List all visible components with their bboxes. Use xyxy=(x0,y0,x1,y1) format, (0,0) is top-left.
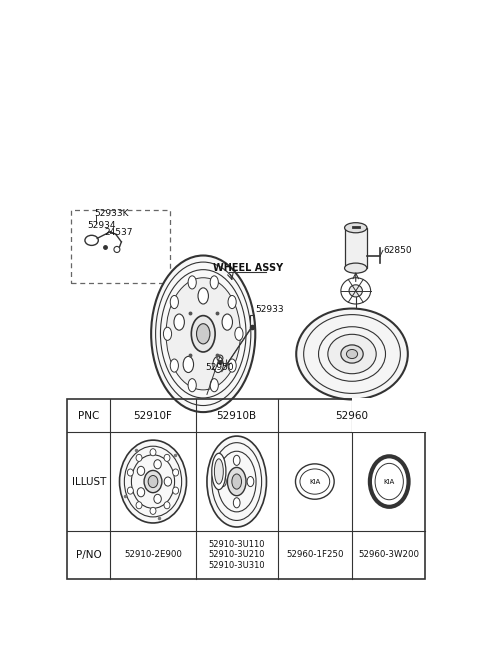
Ellipse shape xyxy=(210,276,218,289)
Ellipse shape xyxy=(154,460,161,469)
Text: 52934: 52934 xyxy=(87,220,115,230)
Text: KIA: KIA xyxy=(309,479,321,485)
Ellipse shape xyxy=(136,502,142,509)
Ellipse shape xyxy=(127,487,133,494)
Ellipse shape xyxy=(120,440,186,523)
Ellipse shape xyxy=(154,495,161,503)
Ellipse shape xyxy=(328,335,376,374)
Text: 52933K: 52933K xyxy=(95,209,129,218)
Ellipse shape xyxy=(188,276,196,289)
Ellipse shape xyxy=(144,470,162,493)
Ellipse shape xyxy=(137,487,144,497)
Ellipse shape xyxy=(166,277,240,390)
Ellipse shape xyxy=(341,345,363,363)
Bar xyxy=(345,228,367,268)
Text: KIA: KIA xyxy=(384,479,395,485)
Ellipse shape xyxy=(150,449,156,456)
Ellipse shape xyxy=(192,316,215,352)
Ellipse shape xyxy=(173,469,179,476)
Ellipse shape xyxy=(247,476,254,487)
Ellipse shape xyxy=(164,477,172,486)
Text: 52910-2E900: 52910-2E900 xyxy=(124,550,182,560)
Ellipse shape xyxy=(174,314,184,330)
Ellipse shape xyxy=(137,466,144,476)
Ellipse shape xyxy=(210,379,218,392)
Ellipse shape xyxy=(233,455,240,465)
Text: ILLUST: ILLUST xyxy=(72,476,106,487)
Ellipse shape xyxy=(183,356,193,373)
Text: 62850: 62850 xyxy=(384,246,412,255)
Ellipse shape xyxy=(228,295,236,308)
Ellipse shape xyxy=(235,327,243,340)
Ellipse shape xyxy=(148,476,158,487)
Text: P/NO: P/NO xyxy=(76,550,102,560)
Text: 52960-3W200: 52960-3W200 xyxy=(359,550,420,560)
Ellipse shape xyxy=(170,295,179,308)
Ellipse shape xyxy=(136,455,142,461)
Text: PNC: PNC xyxy=(78,411,99,421)
Text: 52960: 52960 xyxy=(336,411,369,421)
Text: 24537: 24537 xyxy=(104,228,132,237)
Ellipse shape xyxy=(228,359,236,372)
Ellipse shape xyxy=(212,453,226,489)
Ellipse shape xyxy=(188,379,196,392)
Ellipse shape xyxy=(163,327,172,340)
Ellipse shape xyxy=(151,256,255,412)
Text: 52950: 52950 xyxy=(205,363,234,372)
Ellipse shape xyxy=(213,356,223,373)
Text: 52960-1F250: 52960-1F250 xyxy=(286,550,344,560)
Ellipse shape xyxy=(164,455,170,461)
Ellipse shape xyxy=(228,468,246,496)
Ellipse shape xyxy=(345,263,367,273)
Ellipse shape xyxy=(296,308,408,400)
Text: 52910B: 52910B xyxy=(216,411,257,421)
Ellipse shape xyxy=(207,436,266,527)
Bar xyxy=(250,315,254,326)
Ellipse shape xyxy=(198,288,208,304)
Ellipse shape xyxy=(349,285,362,297)
Text: WHEEL ASSY: WHEEL ASSY xyxy=(213,263,283,273)
Ellipse shape xyxy=(347,350,358,359)
Ellipse shape xyxy=(219,476,226,487)
Ellipse shape xyxy=(232,474,241,489)
Bar xyxy=(71,210,170,283)
Text: 52910-3U110
52910-3U210
52910-3U310: 52910-3U110 52910-3U210 52910-3U310 xyxy=(208,540,265,569)
Ellipse shape xyxy=(222,314,232,330)
Bar xyxy=(67,400,424,579)
Ellipse shape xyxy=(127,469,133,476)
Ellipse shape xyxy=(345,222,367,233)
Ellipse shape xyxy=(170,359,179,372)
Ellipse shape xyxy=(233,498,240,508)
Text: 52933: 52933 xyxy=(255,305,284,314)
Ellipse shape xyxy=(164,502,170,509)
Bar xyxy=(352,398,427,432)
Ellipse shape xyxy=(173,487,179,494)
Ellipse shape xyxy=(150,507,156,514)
Ellipse shape xyxy=(215,459,223,484)
Text: 52910F: 52910F xyxy=(133,411,172,421)
Ellipse shape xyxy=(196,323,210,344)
